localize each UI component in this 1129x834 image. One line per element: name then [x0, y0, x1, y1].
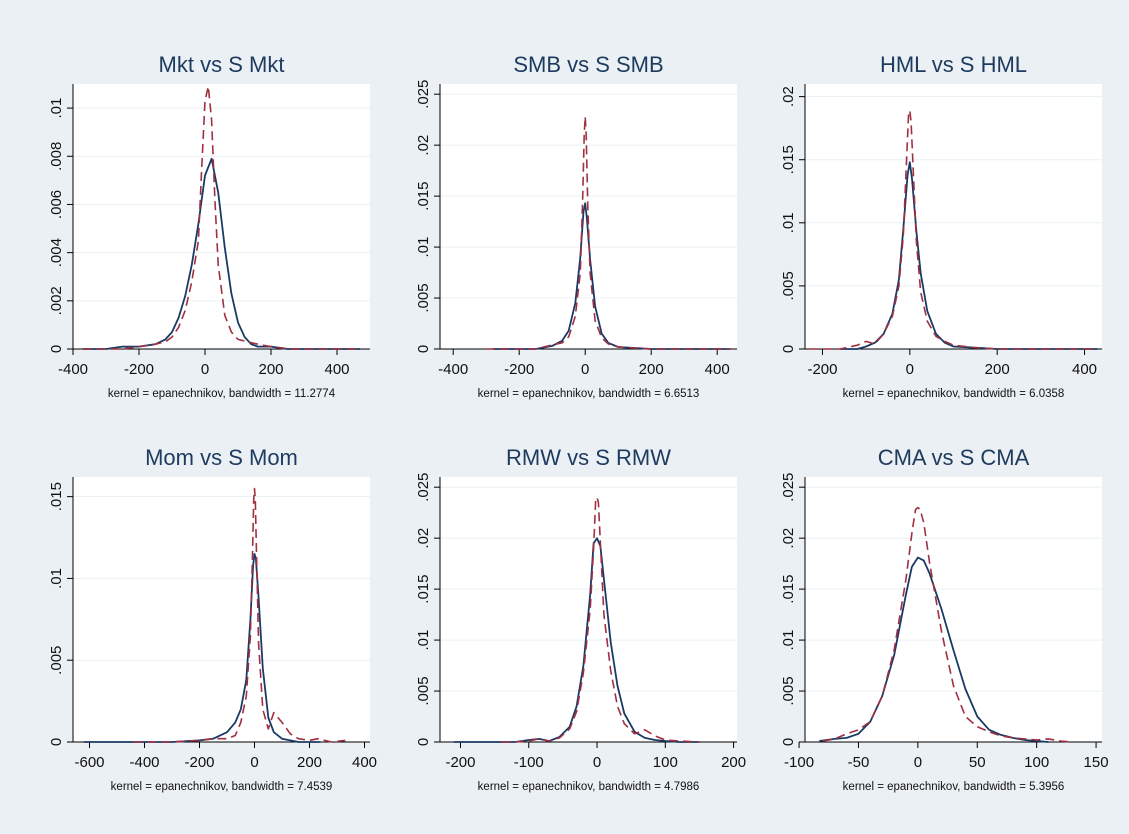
y-tick-label: .005 — [415, 676, 432, 705]
y-tick-label: 0 — [415, 345, 432, 353]
dashed-density-line — [486, 115, 731, 350]
kernel-note: kernel = epanechnikov, bandwidth = 6.035… — [843, 388, 1065, 400]
y-tick-label: .005 — [780, 271, 797, 300]
x-tick-label: -200 — [504, 361, 534, 378]
y-tick-label: .01 — [48, 98, 65, 119]
x-tick-label: 150 — [1084, 754, 1109, 771]
y-tick-label: .01 — [415, 237, 432, 258]
x-tick-label: 400 — [705, 361, 730, 378]
x-tick-label: 0 — [593, 754, 601, 771]
x-tick-label: 0 — [581, 361, 589, 378]
x-tick-label: -400 — [129, 754, 159, 771]
dashed-density-line — [82, 85, 361, 350]
x-tick-label: 400 — [1072, 361, 1097, 378]
y-tick-label: 0 — [780, 345, 797, 353]
plot-area — [805, 84, 1102, 349]
y-tick-label: .015 — [48, 482, 65, 511]
dashed-density-line — [809, 109, 1098, 350]
y-tick-label: .006 — [48, 190, 65, 219]
panel-3: 0 .005 .01 .015 .02 -200 0 200 400 HML vs S HML ke… — [780, 52, 1102, 400]
y-tick-label: .025 — [780, 473, 797, 502]
y-tick-label: .02 — [415, 528, 432, 549]
y-tick-label: .01 — [48, 568, 65, 589]
y-tick-label: .01 — [415, 630, 432, 651]
x-tick-label: 200 — [639, 361, 664, 378]
y-tick-label: .02 — [780, 86, 797, 107]
kernel-note: kernel = epanechnikov, bandwidth = 5.395… — [843, 781, 1065, 793]
x-tick-label: 0 — [906, 361, 914, 378]
panel-2: 0 .005 .01 .015 .02 .025 -400 -200 0 200 400 SMB vs… — [415, 52, 737, 400]
x-tick-label: 100 — [653, 754, 678, 771]
panel-5: 0 .005 .01 .015 .02 .025 -200 -100 0 100 200 RMW vs… — [415, 445, 746, 793]
panel-title: HML vs S HML — [880, 52, 1027, 77]
panel-title: SMB vs S SMB — [513, 52, 663, 77]
x-tick-label: -50 — [848, 754, 870, 771]
y-tick-label: .02 — [415, 135, 432, 156]
plot-area — [73, 477, 370, 742]
x-tick-label: 200 — [297, 754, 322, 771]
y-tick-label: .02 — [780, 528, 797, 549]
x-tick-label: 0 — [914, 754, 922, 771]
dashed-density-line — [133, 487, 346, 743]
y-tick-label: .008 — [48, 142, 65, 171]
x-tick-label: -400 — [58, 361, 88, 378]
x-tick-label: -200 — [445, 754, 475, 771]
x-tick-label: 50 — [969, 754, 986, 771]
x-tick-label: 200 — [258, 361, 283, 378]
x-tick-label: -200 — [807, 361, 837, 378]
panel-6: 0 .005 .01 .015 .02 .025 -100 -50 0 50 100 150 CMA v… — [780, 445, 1109, 793]
plot-area — [805, 477, 1102, 742]
kernel-note: kernel = epanechnikov, bandwidth = 7.453… — [111, 781, 333, 793]
kernel-note: kernel = epanechnikov, bandwidth = 11.27… — [108, 388, 336, 400]
y-tick-label: .005 — [48, 646, 65, 675]
y-tick-label: .015 — [415, 575, 432, 604]
y-tick-label: 0 — [48, 345, 65, 353]
panels-group: 0 .002 .004 .006 .008 .01 -400 -200 0 200 400 Mkt v… — [48, 52, 1109, 793]
panel-title: Mkt vs S Mkt — [159, 52, 285, 77]
x-tick-label: 0 — [201, 361, 209, 378]
x-tick-label: 400 — [324, 361, 349, 378]
x-tick-label: -100 — [514, 754, 544, 771]
x-tick-label: 400 — [352, 754, 377, 771]
x-tick-label: 0 — [250, 754, 258, 771]
kernel-note: kernel = epanechnikov, bandwidth = 4.798… — [478, 781, 700, 793]
x-tick-label: 100 — [1024, 754, 1049, 771]
x-tick-label: -100 — [784, 754, 814, 771]
y-tick-label: .002 — [48, 286, 65, 315]
y-tick-label: .025 — [415, 473, 432, 502]
kernel-note: kernel = epanechnikov, bandwidth = 6.651… — [478, 388, 700, 400]
panel-title: CMA vs S CMA — [878, 445, 1030, 470]
x-tick-label: -200 — [124, 361, 154, 378]
y-tick-label: .004 — [48, 238, 65, 267]
y-tick-label: 0 — [415, 738, 432, 746]
y-tick-label: .015 — [415, 182, 432, 211]
panel-title: RMW vs S RMW — [506, 445, 671, 470]
y-tick-label: 0 — [780, 738, 797, 746]
y-tick-label: .01 — [780, 212, 797, 233]
dashed-density-line — [822, 506, 1073, 743]
y-tick-label: .025 — [415, 80, 432, 109]
x-tick-label: 200 — [985, 361, 1010, 378]
y-tick-label: .005 — [415, 283, 432, 312]
panel-title: Mom vs S Mom — [145, 445, 298, 470]
y-tick-label: .005 — [780, 676, 797, 705]
y-tick-label: 0 — [48, 738, 65, 746]
x-tick-label: 200 — [721, 754, 746, 771]
x-tick-label: -200 — [184, 754, 214, 771]
panel-4: 0 .005 .01 .015 -600 -400 -200 0 200 400 Mom vs S … — [48, 445, 377, 793]
y-tick-label: .01 — [780, 630, 797, 651]
dashed-density-line — [501, 496, 700, 743]
x-tick-label: -400 — [438, 361, 468, 378]
x-tick-label: -600 — [74, 754, 104, 771]
panel-1: 0 .002 .004 .006 .008 .01 -400 -200 0 200 400 Mkt v… — [48, 52, 370, 400]
y-tick-label: .015 — [780, 145, 797, 174]
y-tick-label: .015 — [780, 575, 797, 604]
